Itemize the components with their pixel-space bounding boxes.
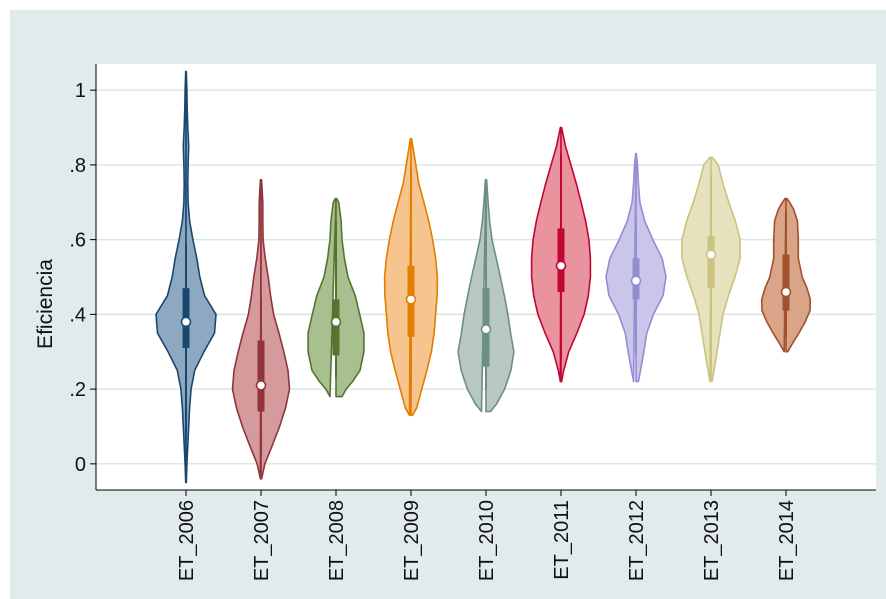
x-tick-label: ET_2014 bbox=[776, 500, 798, 581]
violin-et-2013 bbox=[681, 156, 741, 383]
violin-et-2008 bbox=[307, 197, 365, 398]
violin-median-marker bbox=[405, 294, 417, 305]
y-ticks: 0 .2 .4 .6 .8 1 bbox=[69, 80, 96, 476]
x-tick-label: ET_2008 bbox=[326, 500, 348, 581]
violins bbox=[155, 70, 812, 484]
x-tick-label: ET_2010 bbox=[476, 500, 498, 581]
y-tick-label: .4 bbox=[69, 304, 86, 326]
violin-median-marker bbox=[705, 249, 717, 260]
violin-iqr-box bbox=[257, 340, 265, 412]
violin-median-marker bbox=[630, 275, 642, 287]
x-tick-label: ET_2013 bbox=[701, 500, 723, 581]
y-tick-label: .8 bbox=[69, 155, 86, 177]
x-tick-label: ET_2011 bbox=[551, 500, 573, 580]
violin-et-2009 bbox=[383, 137, 439, 417]
x-tick-label: ET_2006 bbox=[176, 500, 198, 581]
violin-et-2014 bbox=[760, 197, 812, 353]
violin-et-2006 bbox=[155, 70, 217, 484]
violin-median-marker bbox=[780, 286, 792, 298]
violin-median-marker bbox=[555, 260, 567, 272]
x-tick-label: ET_2012 bbox=[626, 500, 648, 581]
violin-iqr-box bbox=[782, 254, 790, 311]
violin-median-marker bbox=[255, 380, 267, 391]
x-tick-label: ET_2009 bbox=[401, 500, 423, 581]
violin-et-2011 bbox=[530, 126, 592, 383]
violin-iqr-box bbox=[557, 228, 565, 292]
violin-iqr-box bbox=[332, 299, 340, 356]
x-ticks: ET_2006 ET_2007 ET_2008 ET_2009 ET_2010 ET_20… bbox=[176, 490, 798, 581]
y-axis-label: Eficiencia bbox=[34, 259, 57, 349]
violin-median-marker bbox=[180, 316, 192, 328]
violin-iqr-box bbox=[707, 235, 715, 289]
y-tick-label: .6 bbox=[69, 230, 86, 252]
violin-median-marker bbox=[480, 324, 492, 335]
y-tick-label: 1 bbox=[75, 80, 86, 102]
y-tick-label: 0 bbox=[75, 454, 86, 476]
violin-et-2007 bbox=[231, 179, 291, 480]
violin-et-2010 bbox=[457, 179, 515, 413]
violin-median-marker bbox=[330, 316, 342, 328]
x-tick-label: ET_2007 bbox=[251, 500, 273, 581]
y-tick-label: .2 bbox=[69, 379, 86, 401]
violin-et-2012 bbox=[605, 152, 667, 383]
